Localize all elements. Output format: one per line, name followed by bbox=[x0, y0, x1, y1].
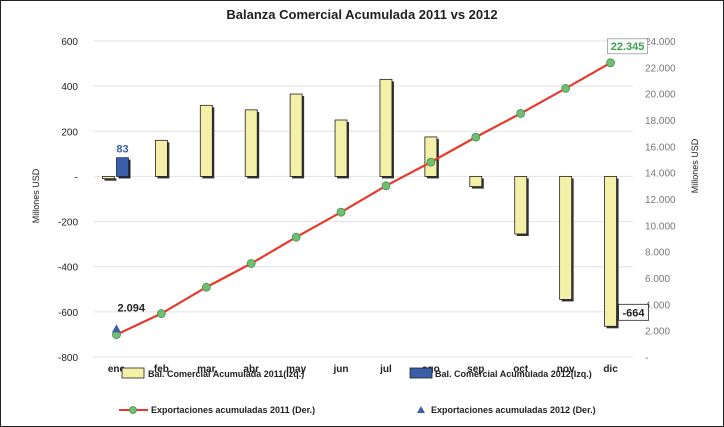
y-tick-label-right: 22.000 bbox=[645, 63, 676, 74]
bar-2011 bbox=[102, 176, 115, 180]
point-exports-2011 bbox=[201, 282, 211, 292]
bar-2011 bbox=[289, 93, 303, 177]
y-tick-label-left: -800 bbox=[58, 353, 78, 364]
bar-2011 bbox=[514, 176, 528, 235]
y-tick-label-left: -600 bbox=[58, 308, 78, 319]
x-tick-label: feb bbox=[154, 364, 169, 375]
bar-2012 bbox=[116, 157, 129, 177]
bar-2011 bbox=[334, 119, 348, 177]
annotation-box-bal-2011 bbox=[618, 303, 649, 321]
y-tick-label-right: 20.000 bbox=[645, 90, 676, 101]
point-exports-2011 bbox=[471, 132, 481, 142]
gridlines bbox=[94, 40, 633, 358]
legend: Bal. Comercial Acumulada 2011(Izq.) Bal.… bbox=[119, 367, 596, 415]
annotation-exp-2011: 22.345 bbox=[611, 41, 645, 53]
y-tick-label-left: -200 bbox=[58, 218, 78, 229]
point-exports-2012 bbox=[111, 324, 121, 333]
x-tick-label: jul bbox=[379, 364, 392, 375]
y-tick-label-right: 18.000 bbox=[645, 116, 676, 127]
annotation-bal-2012: 83 bbox=[116, 144, 128, 156]
legend-item-exp-2012: Exportaciones acumuladas 2012 (Der.) bbox=[417, 405, 596, 415]
annotation-bal-2011: -664 bbox=[623, 307, 646, 319]
x-tick-label: abr bbox=[243, 364, 259, 375]
y-tick-label-right: 4.000 bbox=[645, 300, 670, 311]
x-tick-label: sep bbox=[467, 364, 484, 375]
bar-2011 bbox=[154, 139, 168, 177]
legend-swatch-exp-2012-marker bbox=[417, 406, 425, 413]
y-axis-label-right: Millones USD bbox=[690, 138, 700, 193]
line-group bbox=[111, 58, 615, 340]
bars-group bbox=[102, 78, 619, 329]
axes-group: 600 400 200 - -200 -400 -600 -800 24.000 22.000 20… bbox=[58, 37, 676, 375]
y-tick-label-right: 12.000 bbox=[645, 195, 676, 206]
point-exports-2011 bbox=[381, 181, 391, 191]
x-tick-label: nov bbox=[557, 364, 575, 375]
y-tick-label-left: 400 bbox=[61, 82, 78, 93]
y-tick-label-left: 200 bbox=[61, 127, 78, 138]
legend-label-exp-2011: Exportaciones acumuladas 2011 (Der.) bbox=[151, 405, 315, 415]
annotation-exp-2012: 2.094 bbox=[117, 302, 145, 314]
bar-2011 bbox=[604, 176, 617, 327]
point-exports-2011 bbox=[606, 58, 615, 68]
point-exports-2011 bbox=[561, 84, 571, 93]
bar-2011 bbox=[244, 109, 258, 177]
y-tick-label-left: -400 bbox=[58, 263, 78, 274]
legend-swatch-exp-2011-marker bbox=[129, 406, 137, 414]
legend-swatch-bal-2011 bbox=[121, 367, 145, 379]
point-exports-2011 bbox=[291, 232, 301, 242]
x-tick-label: ene bbox=[108, 364, 126, 375]
point-exports-2011 bbox=[336, 207, 346, 217]
y-tick-label-right: - bbox=[645, 353, 648, 364]
bar-2011 bbox=[199, 104, 213, 177]
line-exports-2011 bbox=[115, 61, 612, 336]
y-tick-label-right: 24.000 bbox=[645, 37, 676, 48]
legend-item-exp-2011: Exportaciones acumuladas 2011 (Der.) bbox=[119, 405, 315, 415]
y-tick-label-right: 6.000 bbox=[645, 274, 670, 285]
bar-2011 bbox=[424, 136, 438, 177]
y-tick-label-left: - bbox=[75, 172, 78, 183]
point-exports-2011 bbox=[426, 157, 436, 167]
legend-swatch-bal-2012 bbox=[409, 367, 433, 379]
point-exports-2011 bbox=[156, 309, 166, 318]
x-tick-label: may bbox=[286, 364, 306, 375]
y-tick-label-right: 2.000 bbox=[645, 327, 670, 338]
chart-title: Balanza Comercial Acumulada 2011 vs 2012 bbox=[226, 7, 497, 22]
annotations-group: 83 2.094 -664 22.345 bbox=[116, 38, 649, 321]
x-tick-label: dic bbox=[603, 364, 618, 375]
legend-item-bal-2011: Bal. Comercial Acumulada 2011(Izq.) bbox=[121, 367, 304, 379]
y-tick-label-right: 14.000 bbox=[645, 169, 676, 180]
y-tick-label-left: 600 bbox=[61, 37, 78, 48]
point-exports-2011 bbox=[246, 259, 256, 268]
bar-2011 bbox=[469, 176, 483, 187]
legend-label-exp-2012: Exportaciones acumuladas 2012 (Der.) bbox=[431, 405, 596, 415]
bar-2011 bbox=[559, 176, 573, 300]
x-tick-label: oct bbox=[513, 364, 529, 375]
y-tick-label-right: 8.000 bbox=[645, 248, 670, 259]
bar-2011 bbox=[379, 78, 393, 177]
y-tick-label-right: 16.000 bbox=[645, 142, 676, 153]
x-tick-label: jun bbox=[333, 364, 349, 375]
y-tick-label-right: 10.000 bbox=[645, 221, 676, 232]
x-tick-label: mar bbox=[197, 364, 215, 375]
point-exports-2011 bbox=[516, 109, 526, 118]
y-axis-label-left: Millones USD bbox=[31, 168, 41, 223]
annotation-box-exp-2011 bbox=[607, 38, 648, 55]
bar-2011-shadow bbox=[104, 178, 117, 181]
legend-item-bal-2012: Bal. Comercial Acumulada 2012(Izq.) bbox=[409, 367, 592, 379]
legend-label-bal-2012: Bal. Comercial Acumulada 2012(Izq.) bbox=[435, 369, 592, 379]
legend-label-bal-2011: Bal. Comercial Acumulada 2011(Izq.) bbox=[148, 369, 304, 379]
